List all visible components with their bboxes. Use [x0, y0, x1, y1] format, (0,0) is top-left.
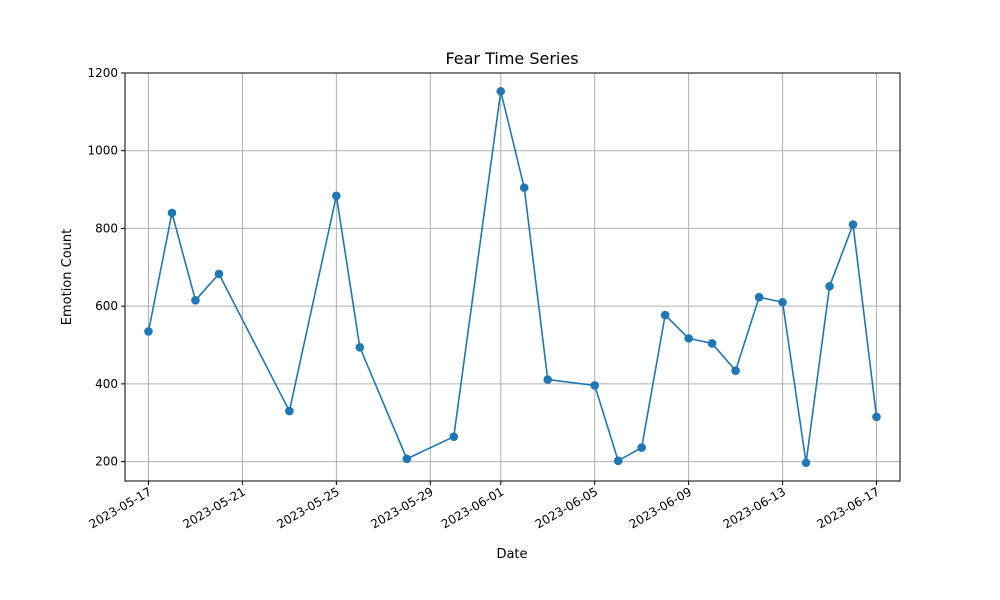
- x-axis-title: Date: [496, 547, 527, 562]
- data-point: [214, 269, 224, 279]
- y-axis-title: Emotion Count: [60, 229, 75, 325]
- x-tick-label: 2023-06-13: [721, 484, 788, 531]
- y-tick-label: 200: [95, 455, 118, 469]
- data-point: [872, 412, 881, 422]
- x-axis: 2023-05-17 2023-05-21 2023-05-25 2023-05-29…: [87, 481, 882, 531]
- data-point: [519, 183, 529, 192]
- data-point: [660, 310, 670, 320]
- data-point: [285, 406, 294, 416]
- y-tick-label: 400: [95, 377, 118, 391]
- data-point: [543, 375, 553, 384]
- x-tick-label: 2023-06-05: [533, 484, 600, 531]
- x-tick-label: 2023-05-21: [181, 484, 248, 531]
- data-point: [355, 343, 365, 352]
- data-point: [848, 220, 858, 229]
- x-tick-label: 2023-05-29: [368, 484, 435, 531]
- x-tick-label: 2023-06-09: [627, 484, 694, 531]
- grid: [125, 72, 900, 481]
- y-tick-label: 1000: [87, 144, 118, 158]
- data-point: [637, 443, 646, 452]
- x-tick-label: 2023-05-17: [87, 484, 154, 531]
- series-layer: [144, 86, 881, 468]
- data-point: [707, 339, 717, 348]
- chart-title: Fear Time Series: [445, 49, 578, 68]
- data-point: [613, 456, 623, 466]
- data-point: [402, 454, 412, 464]
- data-point: [332, 191, 341, 201]
- data-point: [778, 297, 787, 307]
- data-point: [731, 366, 740, 375]
- data-point: [496, 86, 506, 96]
- data-point: [590, 381, 599, 390]
- y-tick-label: 800: [95, 221, 118, 235]
- series-line: [147, 90, 878, 464]
- plot-frame: [124, 72, 901, 482]
- y-tick-label: 1200: [87, 66, 118, 80]
- data-point: [449, 432, 459, 442]
- x-tick-label: 2023-06-17: [815, 484, 882, 531]
- data-point: [684, 334, 693, 343]
- data-point: [191, 296, 200, 305]
- data-point: [167, 208, 177, 218]
- y-axis: 200 400 600 800 1000 1200: [87, 66, 125, 469]
- data-point: [801, 458, 811, 468]
- data-point: [754, 292, 764, 302]
- x-tick-label: 2023-05-25: [274, 484, 341, 531]
- data-point: [825, 282, 834, 291]
- x-tick-label: 2023-06-01: [439, 484, 506, 531]
- y-tick-label: 600: [95, 299, 118, 313]
- data-point: [144, 327, 153, 336]
